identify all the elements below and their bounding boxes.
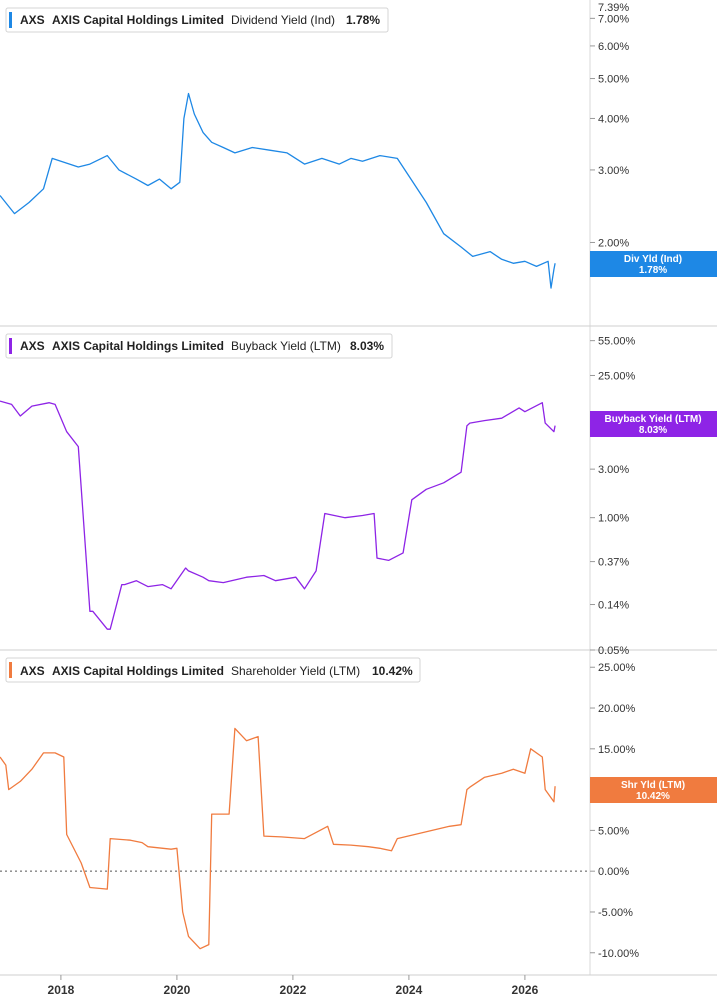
legend-dividend: AXS AXIS Capital Holdings Limited Divide… bbox=[5, 7, 389, 33]
x-tick-label: 2020 bbox=[164, 983, 191, 997]
buyback-series-line bbox=[0, 400, 556, 630]
x-tick-label: 2022 bbox=[280, 983, 307, 997]
y-tick-label: 4.00% bbox=[598, 113, 629, 125]
y-tick-label: 15.00% bbox=[598, 744, 636, 756]
legend-box bbox=[5, 7, 389, 33]
tag-value: 1.78% bbox=[639, 265, 667, 276]
legend-box bbox=[5, 333, 393, 359]
x-tick-label: 2026 bbox=[512, 983, 539, 997]
legend-company: AXIS Capital Holdings Limited bbox=[52, 339, 224, 353]
value-tag-buyback: Buyback Yield (LTM) 8.03% bbox=[590, 411, 717, 437]
y-tick-label: 3.00% bbox=[598, 464, 629, 476]
y-tick-label: 5.00% bbox=[598, 74, 629, 86]
y-tick-label: 3.00% bbox=[598, 165, 629, 177]
legend-accent bbox=[9, 12, 12, 28]
legend-buyback: AXS AXIS Capital Holdings Limited Buybac… bbox=[5, 333, 393, 359]
legend-accent bbox=[9, 662, 12, 678]
legend-metric: Dividend Yield (Ind) bbox=[231, 13, 335, 27]
y-tick-label: -10.00% bbox=[598, 948, 639, 960]
legend-ticker: AXS bbox=[20, 339, 45, 353]
legend-value: 10.42% bbox=[372, 664, 413, 678]
x-tick-label: 2018 bbox=[48, 983, 75, 997]
y-tick-label: 7.00% bbox=[598, 13, 629, 25]
legend-shareholder: AXS AXIS Capital Holdings Limited Shareh… bbox=[5, 657, 421, 683]
legend-metric: Shareholder Yield (LTM) bbox=[231, 664, 360, 678]
x-tick-label: 2024 bbox=[396, 983, 423, 997]
y-tick-label: 6.00% bbox=[598, 41, 629, 53]
legend-value: 8.03% bbox=[350, 339, 384, 353]
y-tick-label: 5.00% bbox=[598, 825, 629, 837]
tag-label: Div Yld (Ind) bbox=[624, 254, 682, 265]
tag-label: Buyback Yield (LTM) bbox=[604, 414, 701, 425]
legend-company: AXIS Capital Holdings Limited bbox=[52, 664, 224, 678]
legend-value: 1.78% bbox=[346, 13, 380, 27]
y-tick-label: 2.00% bbox=[598, 237, 629, 249]
y-tick-label: 25.00% bbox=[598, 370, 636, 382]
dividend-series-line bbox=[0, 92, 556, 289]
legend-metric: Buyback Yield (LTM) bbox=[231, 339, 341, 353]
legend-ticker: AXS bbox=[20, 664, 45, 678]
y-tick-label: 0.05% bbox=[598, 645, 629, 657]
y-tick-label: 0.37% bbox=[598, 557, 629, 569]
value-tag-dividend: Div Yld (Ind) 1.78% bbox=[590, 251, 717, 277]
legend-company: AXIS Capital Holdings Limited bbox=[52, 13, 224, 27]
value-tag-shareholder: Shr Yld (LTM) 10.42% bbox=[590, 777, 717, 803]
y-tick-label: 20.00% bbox=[598, 703, 636, 715]
y-tick-label: 0.00% bbox=[598, 866, 629, 878]
tag-value: 10.42% bbox=[636, 791, 670, 802]
shareholder-series-line bbox=[0, 727, 556, 950]
y-tick-label: 1.00% bbox=[598, 513, 629, 525]
tag-value: 8.03% bbox=[639, 425, 667, 436]
legend-ticker: AXS bbox=[20, 13, 45, 27]
tag-label: Shr Yld (LTM) bbox=[621, 780, 685, 791]
legend-box bbox=[5, 657, 421, 683]
y-tick-label: 0.14% bbox=[598, 600, 629, 612]
y-tick-label: 55.00% bbox=[598, 336, 636, 348]
legend-accent bbox=[9, 338, 12, 354]
y-tick-label: -5.00% bbox=[598, 907, 633, 919]
y-tick-label: 25.00% bbox=[598, 662, 636, 674]
y-tick-label-extra: 7.39% bbox=[598, 2, 629, 14]
